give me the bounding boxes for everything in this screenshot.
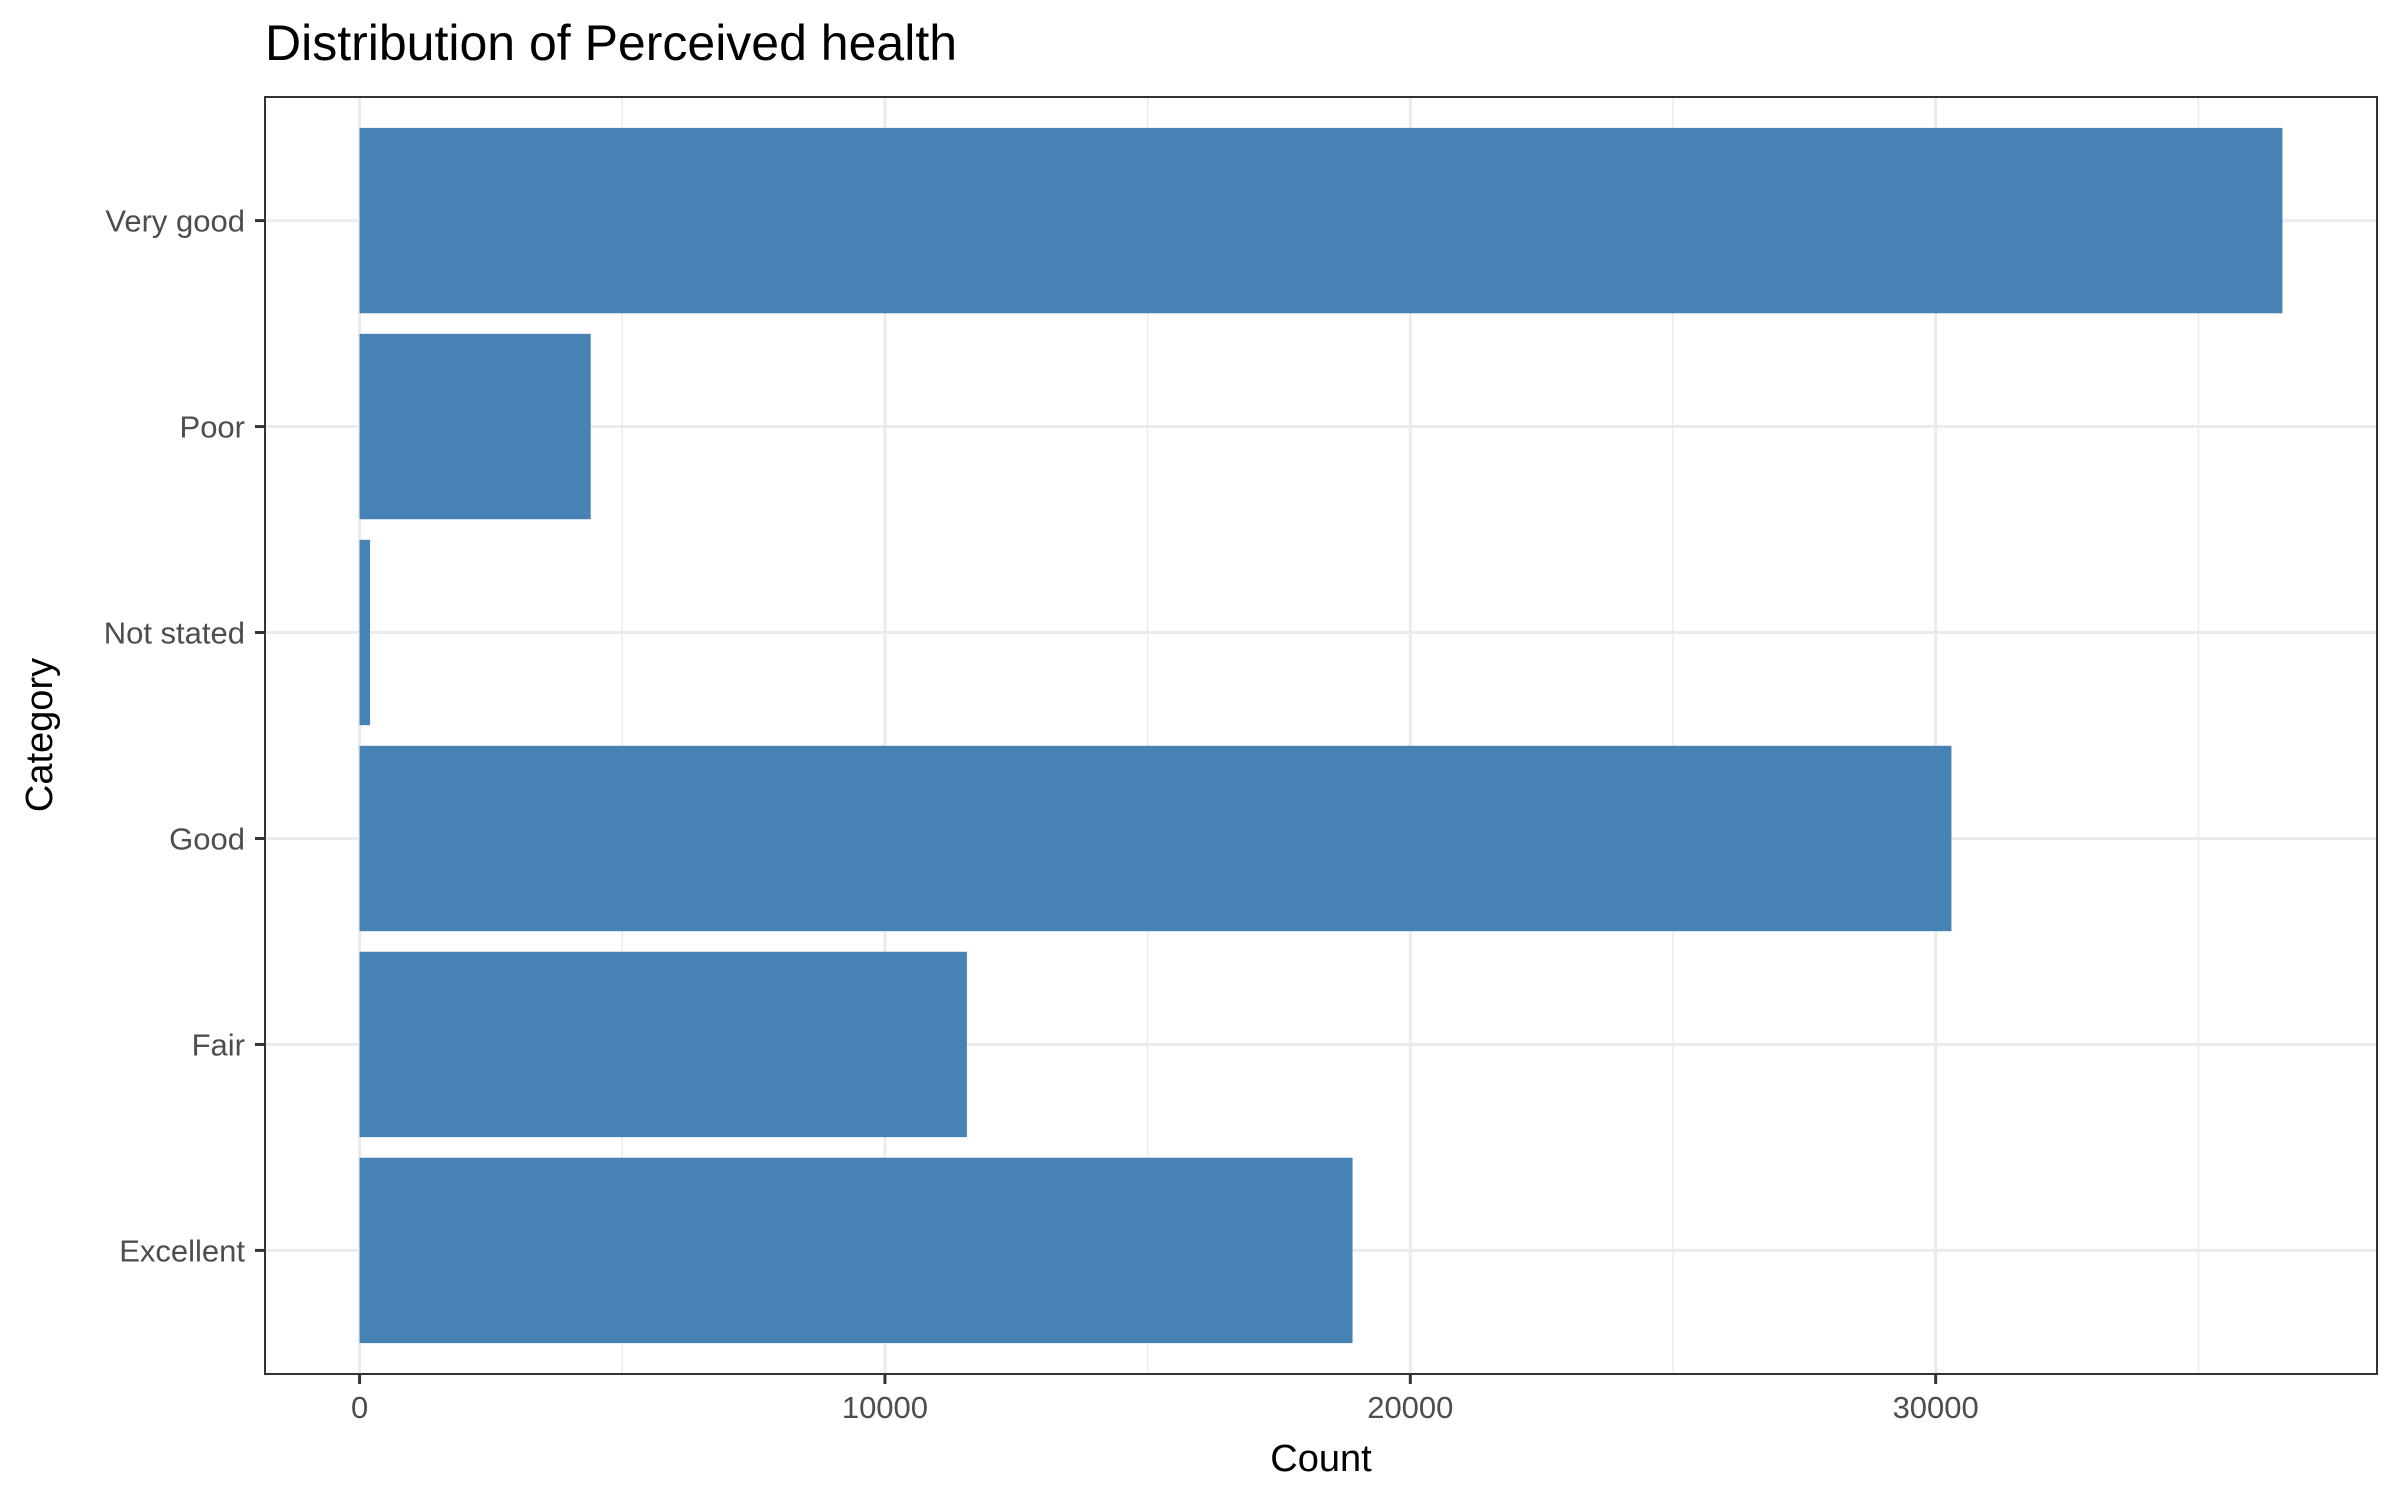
y-tick-label: Good — [169, 821, 245, 856]
y-axis-title: Category — [19, 658, 61, 812]
x-tick-label: 10000 — [842, 1390, 928, 1425]
y-tick-label: Fair — [192, 1027, 245, 1062]
y-axis: Excellent Fair Good Not stated Poor Very good — [104, 204, 265, 1268]
bar-fair — [359, 951, 967, 1138]
x-axis-title: Count — [1270, 1438, 1372, 1480]
y-tick-label: Not stated — [104, 616, 245, 651]
y-tick-label: Very good — [105, 204, 245, 239]
x-tick-label: 0 — [351, 1390, 368, 1425]
x-tick-label: 30000 — [1893, 1390, 1979, 1425]
panel-border — [264, 96, 2378, 1375]
bar-not-stated — [359, 539, 371, 726]
bar-good — [359, 745, 1952, 932]
bar-very-good — [359, 127, 2283, 314]
chart-title: Distribution of Perceived health — [265, 15, 957, 71]
bar-excellent — [359, 1157, 1353, 1344]
bar-poor — [359, 333, 591, 520]
x-tick-label: 20000 — [1367, 1390, 1453, 1425]
bars — [359, 127, 2283, 1344]
y-tick-label: Excellent — [119, 1233, 245, 1268]
y-tick-label: Poor — [180, 410, 245, 445]
x-axis: 0 10000 20000 30000 — [351, 1374, 1979, 1425]
